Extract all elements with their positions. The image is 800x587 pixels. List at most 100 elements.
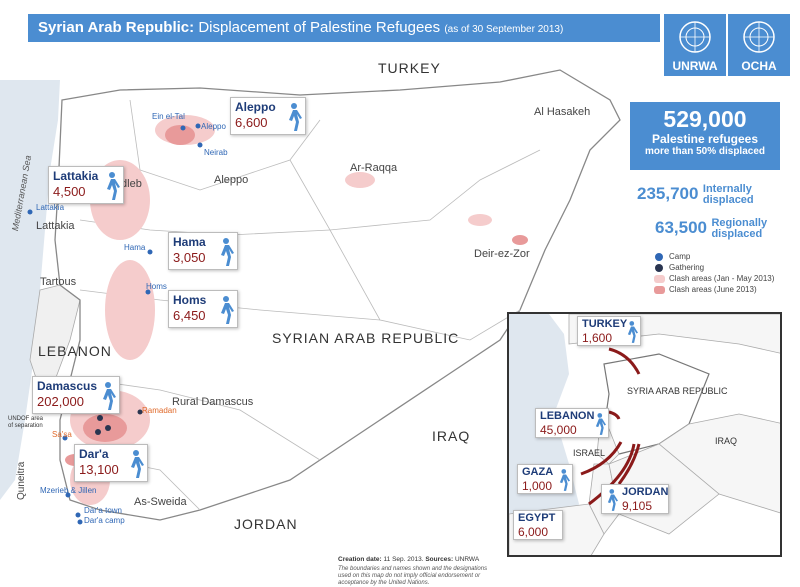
label-as-sweida: As-Sweida xyxy=(134,496,187,508)
camp-label: Sa'sa xyxy=(52,430,72,439)
person-walking-icon xyxy=(627,321,638,343)
label-aleppo-gov: Aleppo xyxy=(214,174,249,186)
camp-marker xyxy=(65,492,71,498)
person-walking-icon xyxy=(607,489,618,511)
clash-dark-swatch xyxy=(654,286,665,294)
total-refugees-value: 529,000 xyxy=(663,106,747,132)
label-lebanon: LEBANON xyxy=(38,343,112,359)
ocha-logo: OCHA xyxy=(728,14,790,76)
label-quneitra: Quneitra xyxy=(16,461,27,500)
callout-dara: Dar'a 13,100 xyxy=(74,444,148,482)
label-ar-raqqa: Ar-Raqqa xyxy=(350,162,398,174)
label-turkey: TURKEY xyxy=(378,60,441,76)
clash-area xyxy=(105,260,155,360)
flow-arrow-turkey xyxy=(608,347,641,375)
camp-swatch xyxy=(655,253,663,261)
label-al-hasakeh: Al Hasakeh xyxy=(534,106,591,118)
camp-marker xyxy=(145,289,151,295)
unrwa-logo: UNRWA xyxy=(664,14,726,76)
label-syria: SYRIAN ARAB REPUBLIC xyxy=(272,330,460,346)
camp-label: Mzerieb & Jillen xyxy=(40,486,97,495)
callout-aleppo: Aleppo 6,600 xyxy=(230,97,306,135)
disclaimer: The boundaries and names shown and the d… xyxy=(338,566,488,586)
person-walking-icon xyxy=(221,238,234,266)
inset-callout-lebanon: LEBANON 45,000 xyxy=(535,408,609,438)
callout-homs: Homs 6,450 xyxy=(168,290,238,328)
label-jordan: JORDAN xyxy=(234,516,298,532)
gathering-marker xyxy=(137,409,143,415)
flow-arrow-egypt xyxy=(588,443,636,506)
camp-label: Aleppo xyxy=(201,122,226,131)
camp-marker xyxy=(147,249,153,255)
boundary-line xyxy=(329,229,521,341)
person-walking-icon xyxy=(103,382,116,410)
boundary-line xyxy=(129,99,321,191)
flow-arrow-lebanon xyxy=(608,410,621,420)
person-walking-icon xyxy=(289,103,302,131)
internal-stat: 235,700 Internally displaced xyxy=(637,183,754,206)
undof-label: UNDOF area of separation xyxy=(8,416,44,429)
inset-label-israel: ISRAEL xyxy=(573,448,606,458)
camp-label: Neirab xyxy=(204,148,228,157)
flow-arrow-gaza xyxy=(580,441,623,476)
header: Syrian Arab Republic: Displacement of Pa… xyxy=(0,0,800,76)
map-area: TURKEY SYRIAN ARAB REPUBLIC IRAQ JORDAN … xyxy=(0,60,800,586)
person-walking-icon xyxy=(559,469,570,491)
unrwa-label: UNRWA xyxy=(672,59,718,73)
camp-marker xyxy=(195,123,201,129)
inset-callout-gaza: GAZA 1,000 xyxy=(517,464,573,494)
syria-shape xyxy=(54,69,621,521)
gathering-marker xyxy=(105,425,111,431)
total-refugees-label: Palestine refugees xyxy=(651,132,759,146)
inset-callout-jordan: JORDAN 9,105 xyxy=(601,484,669,514)
callout-damascus: Damascus 202,000 xyxy=(32,376,120,414)
camp-marker xyxy=(27,209,33,215)
camp-label: Homs xyxy=(146,282,167,291)
label-iraq: IRAQ xyxy=(432,428,471,444)
clash-light-swatch xyxy=(654,275,665,283)
gathering-marker xyxy=(95,429,101,435)
legend-clash-jan-may: Clash areas (Jan - May 2013) xyxy=(654,274,790,285)
camp-marker xyxy=(197,142,203,148)
camp-marker xyxy=(62,435,68,441)
total-stats-box: 529,000 Palestine refugees more than 50%… xyxy=(630,102,780,170)
gathering-marker xyxy=(97,415,103,421)
inset-callout-egypt: EGYPT 6,000 xyxy=(513,510,563,540)
label-rural-damascus: Rural Damascus xyxy=(172,396,254,408)
camp-marker xyxy=(180,125,186,131)
camp-label: Lattakia xyxy=(36,203,65,212)
legend-camp: Camp xyxy=(655,252,790,263)
label-tartous: Tartous xyxy=(40,276,77,288)
regional-stat: 63,500 Regionally displaced xyxy=(655,217,768,240)
inset-label-iraq: IRAQ xyxy=(715,436,738,446)
label-deir-ez-zor: Deir-ez-Zor xyxy=(474,248,530,260)
title-country: Syrian Arab Republic: xyxy=(38,19,195,36)
person-walking-icon xyxy=(221,296,234,324)
legend-clash-june: Clash areas (June 2013) xyxy=(654,285,790,296)
clash-area-dark xyxy=(165,125,195,145)
camp-label: Ein el-Tal xyxy=(152,112,185,121)
total-refugees-sub: more than 50% displaced xyxy=(644,146,766,157)
clash-area xyxy=(468,214,492,226)
un-emblem-icon xyxy=(743,21,775,53)
creation-credits: Creation date: 11 Sep. 2013. Sources: UN… xyxy=(338,556,480,563)
boundary-line xyxy=(289,149,541,231)
clash-area xyxy=(345,172,375,188)
title-strip: Syrian Arab Republic: Displacement of Pa… xyxy=(28,14,660,42)
inset-callout-turkey: TURKEY 1,600 xyxy=(577,316,641,346)
page-title: Syrian Arab Republic: Displacement of Pa… xyxy=(38,19,563,36)
title-date: (as of 30 September 2013) xyxy=(444,24,564,35)
camp-label: Hama xyxy=(124,243,146,252)
camp-marker xyxy=(75,512,81,518)
person-walking-icon xyxy=(107,172,120,200)
person-walking-icon xyxy=(131,450,144,478)
camp-label: Dar'a camp xyxy=(84,516,125,525)
title-main: Displacement of Palestine Refugees xyxy=(198,19,441,36)
regional-inset-map: SYRIA ARAB REPUBLIC ISRAEL IRAQ TURKEY 1… xyxy=(507,312,782,557)
legend-gathering: Gathering xyxy=(655,263,790,274)
inset-label-syria: SYRIA ARAB REPUBLIC xyxy=(627,386,728,396)
camp-marker xyxy=(77,519,83,525)
gathering-swatch xyxy=(655,264,663,272)
ocha-label: OCHA xyxy=(741,59,777,73)
legend: Camp Gathering Clash areas (Jan - May 20… xyxy=(654,252,790,296)
